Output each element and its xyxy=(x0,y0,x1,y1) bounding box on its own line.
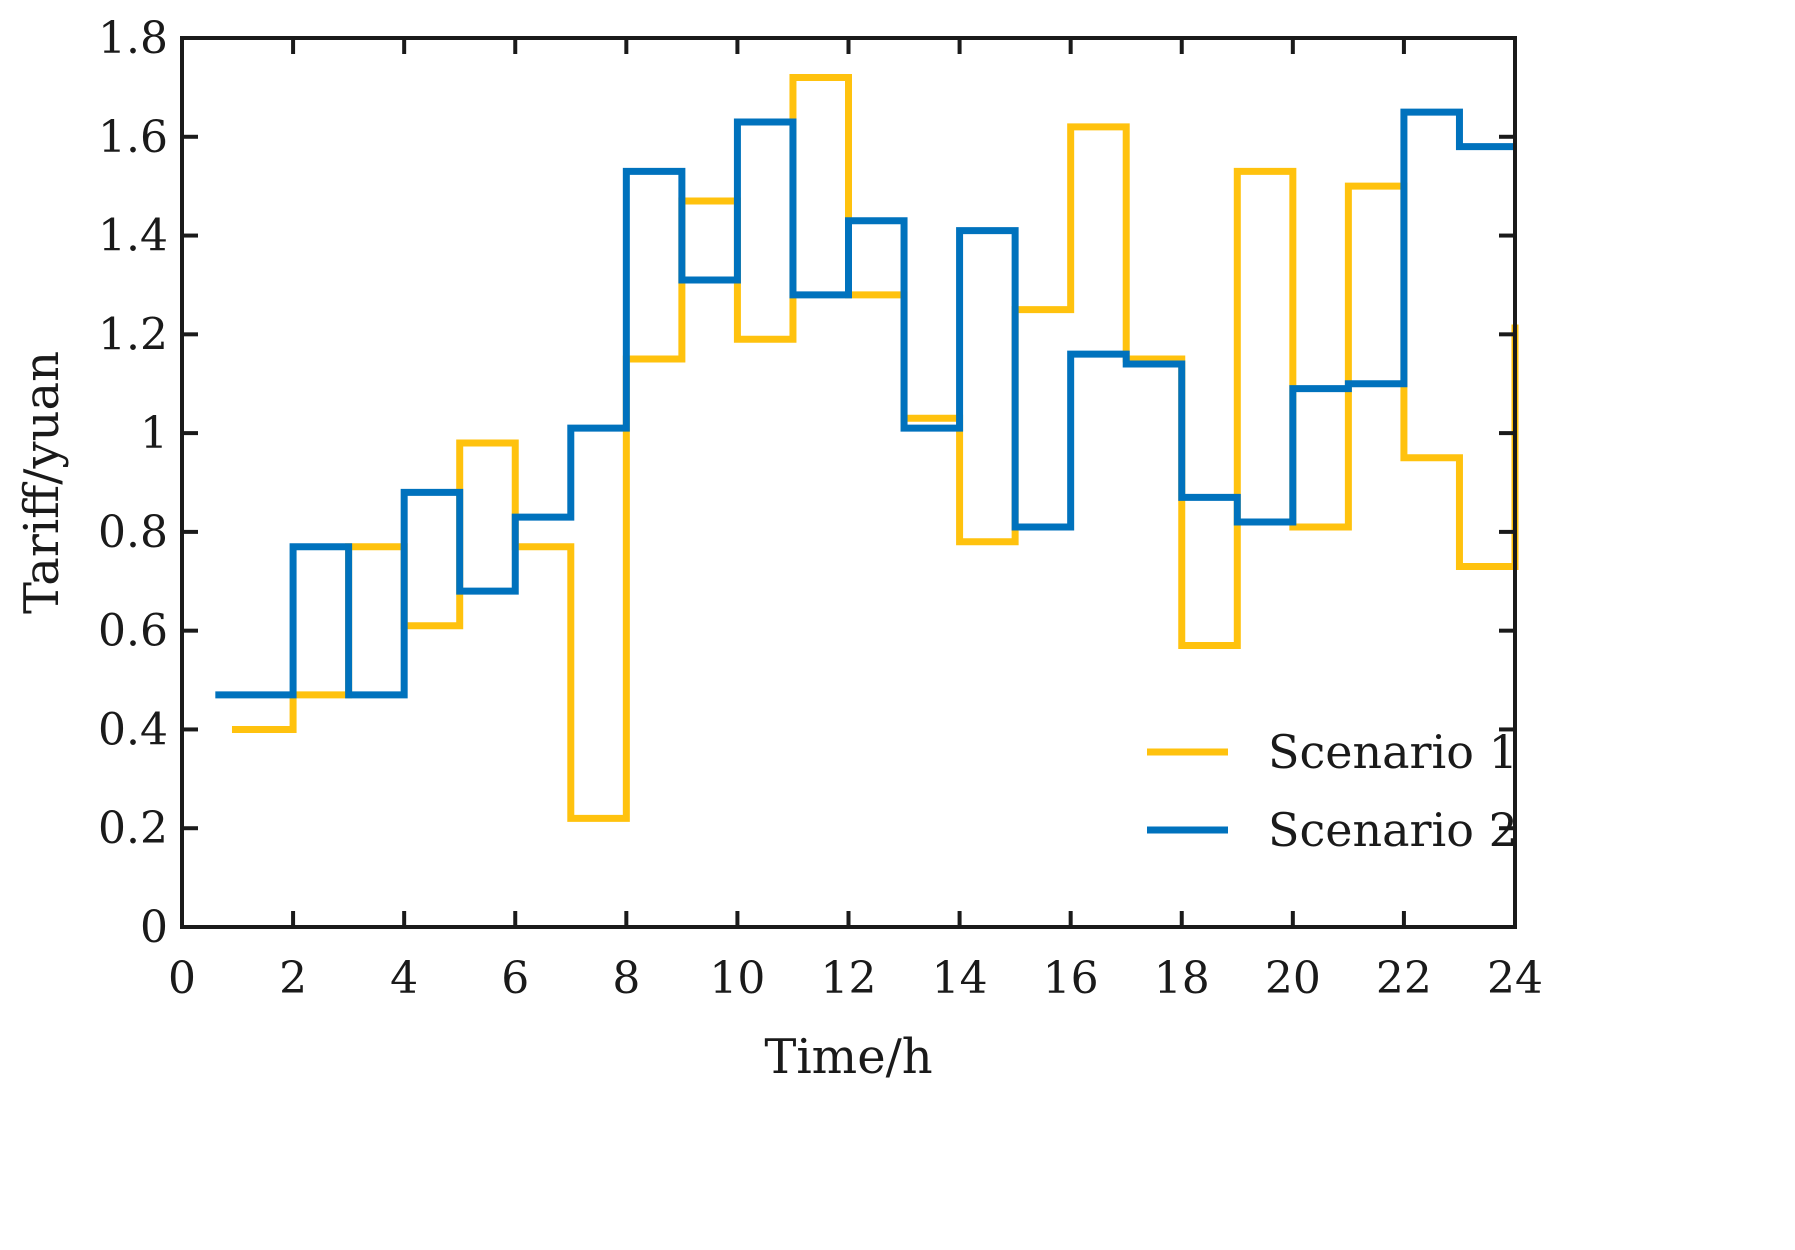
y-tick-label: 0 xyxy=(140,902,168,953)
x-tick-label: 4 xyxy=(390,953,418,1004)
x-tick-label: 16 xyxy=(1043,953,1099,1004)
x-tick-label: 18 xyxy=(1154,953,1210,1004)
x-tick-label: 12 xyxy=(821,953,877,1004)
y-tick-label: 1 xyxy=(140,408,168,459)
x-tick-label: 14 xyxy=(932,953,988,1004)
x-tick-label: 20 xyxy=(1265,953,1321,1004)
y-tick-label: 0.8 xyxy=(98,507,168,558)
y-tick-label: 0.4 xyxy=(98,704,168,755)
y-axis-title: Tariff/yuan xyxy=(14,351,70,614)
y-tick-label: 0.6 xyxy=(98,606,168,657)
y-tick-label: 1.6 xyxy=(98,112,168,163)
series-layer xyxy=(215,74,1519,822)
x-axis-title: Time/h xyxy=(764,1029,932,1085)
legend-label-1: Scenario 1 xyxy=(1268,725,1518,779)
x-tick-label: 6 xyxy=(501,953,529,1004)
axis-ticks: 0 2 4 6 8 10 12 14 16 18 20 22 2400.20.40.60.811.21.… xyxy=(98,13,1543,1004)
x-tick-label: 8 xyxy=(612,953,640,1004)
x-tick-label: 0 xyxy=(168,953,196,1004)
y-tick-label: 1.8 xyxy=(98,13,168,64)
legend-label-2: Scenario 2 xyxy=(1268,803,1518,857)
x-tick-label: 24 xyxy=(1487,953,1543,1004)
series-line-1 xyxy=(231,74,1519,822)
legend: Scenario 1 Scenario 2 xyxy=(1147,725,1518,857)
y-tick-label: 0.2 xyxy=(98,803,168,854)
y-tick-label: 1.2 xyxy=(98,309,168,360)
x-tick-label: 10 xyxy=(709,953,765,1004)
x-tick-label: 22 xyxy=(1376,953,1432,1004)
y-tick-label: 1.4 xyxy=(98,211,168,262)
series-line-2 xyxy=(215,108,1515,699)
x-tick-label: 2 xyxy=(279,953,307,1004)
